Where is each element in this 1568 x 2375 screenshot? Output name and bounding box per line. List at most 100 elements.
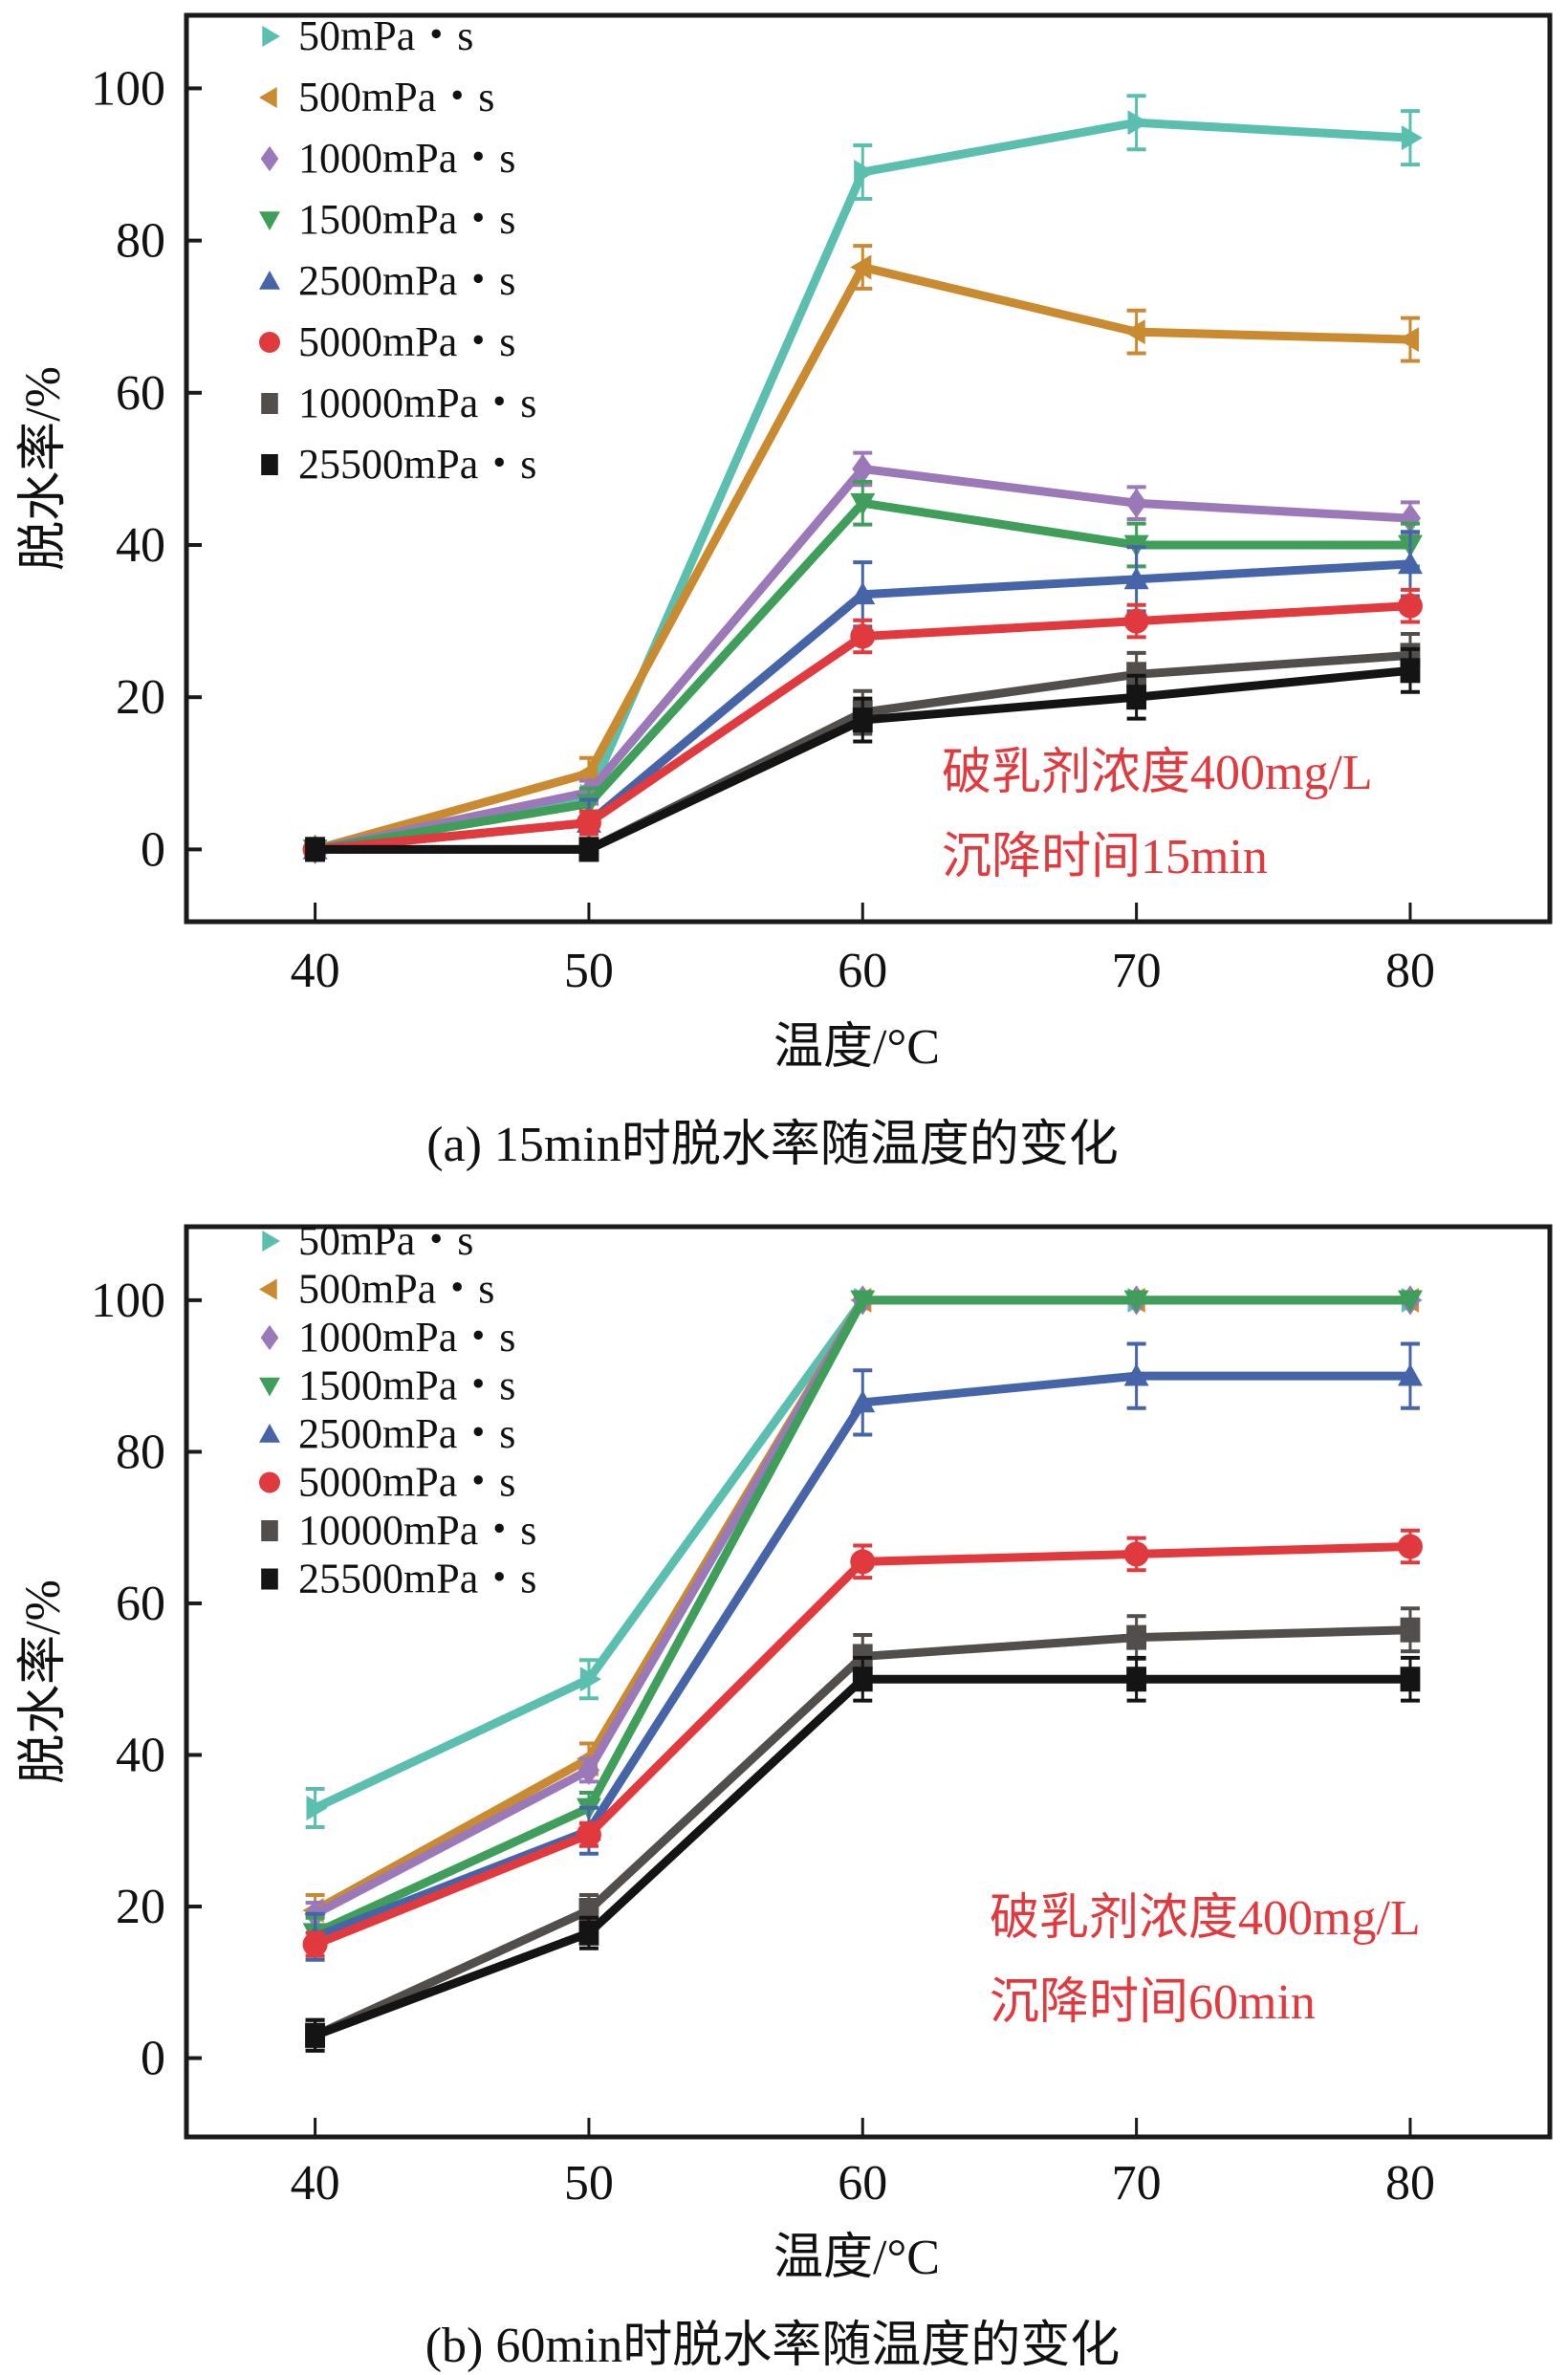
legend-label: 500mPa・s xyxy=(298,1266,494,1313)
data-point xyxy=(579,1667,601,1692)
data-point xyxy=(1401,125,1423,151)
data-point xyxy=(578,1920,599,1946)
data-point xyxy=(578,837,599,862)
legend-marker-icon xyxy=(259,1471,280,1493)
data-point xyxy=(306,1795,328,1820)
x-axis-title: 温度/°C xyxy=(773,2231,940,2285)
data-point xyxy=(854,159,876,185)
data-point xyxy=(1126,1667,1147,1692)
y-tick-label: 60 xyxy=(116,366,165,421)
data-point xyxy=(1123,566,1149,590)
data-point xyxy=(1126,1624,1147,1650)
legend-marker-icon xyxy=(261,1520,278,1541)
x-tick-label: 80 xyxy=(1385,944,1435,998)
x-axis-title: 温度/°C xyxy=(773,1020,940,1075)
legend-marker-icon xyxy=(260,145,279,172)
plot-frame xyxy=(184,1224,1553,2140)
data-point xyxy=(1397,1534,1423,1559)
y-tick-label: 20 xyxy=(116,670,165,725)
legend-marker-icon xyxy=(262,1231,280,1252)
data-point xyxy=(1397,551,1423,575)
data-point xyxy=(852,453,874,484)
data-point xyxy=(577,1754,599,1785)
y-tick-label: 100 xyxy=(91,61,165,116)
legend-label: 2500mPa・s xyxy=(298,257,515,304)
figure-caption: (a) 15min时脱水率随温度的变化 xyxy=(426,1118,1119,1172)
y-tick-label: 80 xyxy=(116,214,165,269)
legend-label: 1000mPa・s xyxy=(298,1314,515,1361)
data-point xyxy=(1397,327,1420,353)
legend-marker-icon xyxy=(259,1278,277,1300)
legend-label: 1500mPa・s xyxy=(298,196,515,243)
y-axis-title: 脱水率/% xyxy=(16,1580,71,1784)
x-tick-label: 70 xyxy=(1112,2156,1162,2211)
series-5000mpas xyxy=(302,1528,1423,1958)
data-point xyxy=(576,810,601,836)
legend-label: 5000mPa・s xyxy=(298,318,515,365)
legend-marker-icon xyxy=(261,393,278,414)
legend-label: 10000mPa・s xyxy=(298,1507,536,1554)
legend-label: 5000mPa・s xyxy=(298,1459,515,1506)
data-point xyxy=(850,1549,876,1575)
data-point xyxy=(305,2022,325,2048)
y-tick-label: 20 xyxy=(116,1880,165,1934)
data-point xyxy=(850,492,876,516)
data-point xyxy=(1399,503,1422,534)
legend-label: 25500mPa・s xyxy=(298,1556,536,1602)
legend-marker-icon xyxy=(259,1424,280,1443)
chart-panel-a: 0 20 40 60 80 100 40 50 60 70 80 温度/°C 脱水率/% (a) 15mi… xyxy=(16,12,1553,1172)
legend-label: 1000mPa・s xyxy=(298,135,515,182)
data-point xyxy=(305,837,325,862)
data-point xyxy=(1123,1541,1149,1567)
annotation-text: 沉降时间15min xyxy=(942,830,1268,884)
x-tick-label: 70 xyxy=(1112,944,1162,998)
series-25500mpas xyxy=(305,1655,1421,2053)
annotation-text: 沉降时间60min xyxy=(990,1975,1316,2030)
data-point xyxy=(1125,488,1147,518)
legend-label: 500mPa・s xyxy=(298,74,494,120)
data-point xyxy=(1126,685,1147,710)
data-point xyxy=(1123,319,1145,345)
legend-label: 50mPa・s xyxy=(298,12,473,59)
x-tick-label: 50 xyxy=(564,2156,614,2211)
legend-label: 25500mPa・s xyxy=(298,441,536,488)
data-point xyxy=(852,1667,873,1692)
plot-frame xyxy=(184,12,1553,925)
series-2500mpas xyxy=(302,1341,1423,1962)
legend-label: 10000mPa・s xyxy=(298,380,536,426)
legend-marker-icon xyxy=(260,1324,279,1351)
legend-marker-icon xyxy=(261,454,278,475)
y-tick-label: 80 xyxy=(116,1425,165,1479)
legend-marker-icon xyxy=(259,271,280,290)
data-point xyxy=(1123,1290,1149,1313)
x-tick-label: 60 xyxy=(838,2156,887,2211)
data-point xyxy=(1397,1290,1423,1313)
x-tick-label: 60 xyxy=(838,944,887,998)
legend-marker-icon xyxy=(259,87,277,108)
data-point xyxy=(850,623,876,649)
legend-marker-icon xyxy=(261,1568,278,1590)
legend-label: 1500mPa・s xyxy=(298,1362,515,1409)
data-point xyxy=(302,1931,328,1957)
y-tick-label: 0 xyxy=(141,822,165,877)
x-tick-label: 50 xyxy=(564,944,614,998)
x-tick-label: 40 xyxy=(291,2156,340,2211)
y-tick-label: 0 xyxy=(141,2032,165,2086)
legend-marker-icon xyxy=(259,211,280,230)
data-point xyxy=(852,708,873,733)
data-point xyxy=(1127,110,1149,136)
y-axis-title: 脱水率/% xyxy=(16,366,71,571)
data-point xyxy=(1123,1363,1149,1386)
x-tick-label: 40 xyxy=(291,944,340,998)
figure-caption: (b) 60min时脱水率随温度的变化 xyxy=(425,2319,1121,2373)
data-point xyxy=(850,1290,876,1313)
annotation-text: 破乳剂浓度400mg/L xyxy=(990,1891,1421,1946)
annotation-text: 破乳剂浓度400mg/L xyxy=(942,746,1373,800)
legend-marker-icon xyxy=(259,332,280,353)
data-point xyxy=(850,1389,876,1413)
data-point xyxy=(850,254,872,280)
data-point xyxy=(850,581,876,605)
y-tick-label: 40 xyxy=(116,1728,165,1782)
y-tick-label: 100 xyxy=(91,1274,165,1328)
